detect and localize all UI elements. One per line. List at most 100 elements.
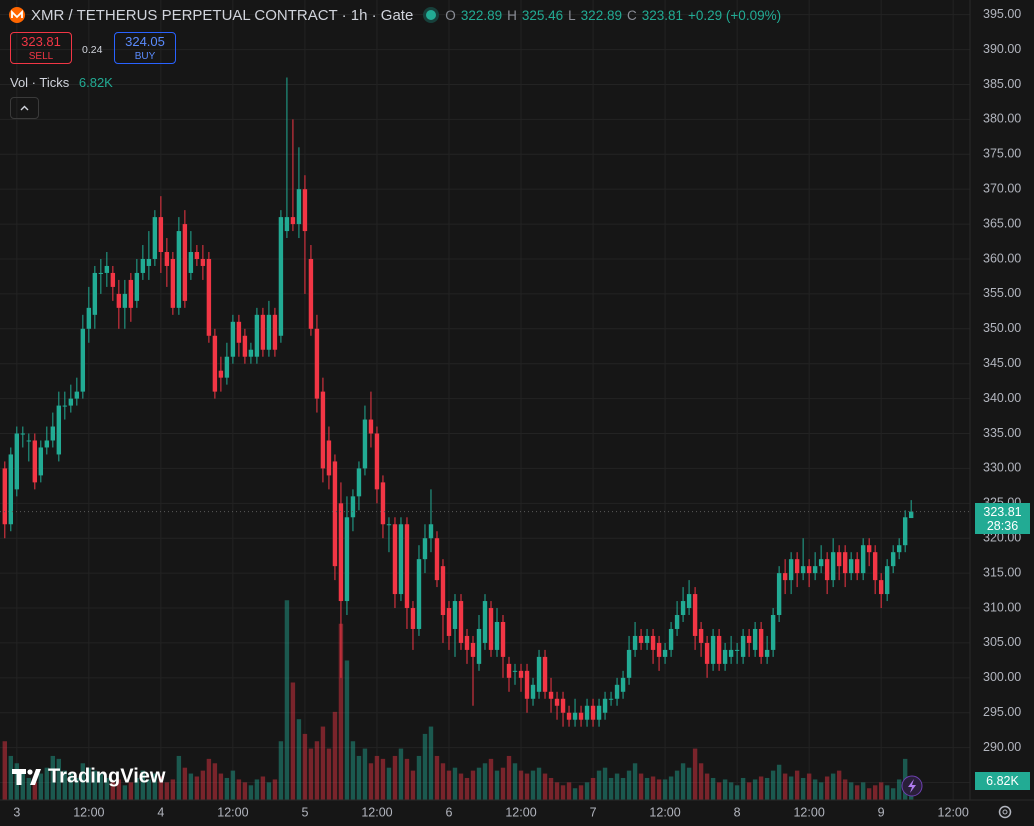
candle-body <box>536 656 542 692</box>
candle-body <box>680 601 686 616</box>
ohlc-value: 322.89 <box>580 7 622 23</box>
volume-bar <box>200 770 206 800</box>
y-tick-label: 330.00 <box>983 461 1021 475</box>
candle-body <box>908 511 914 519</box>
volume-bar <box>242 782 248 800</box>
volume-bar <box>860 782 866 800</box>
candle-body <box>632 635 638 650</box>
candle-body <box>770 615 776 650</box>
volume-bar <box>698 763 704 800</box>
volume-bar <box>716 782 722 800</box>
volume-bar <box>578 785 584 800</box>
settings-icon[interactable] <box>998 805 1012 819</box>
volume-bar <box>152 773 158 800</box>
volume-tag: 6.82K <box>975 771 1030 790</box>
candle-body <box>170 258 176 308</box>
candle-body <box>488 608 494 650</box>
volume-bar <box>254 779 260 800</box>
x-tick-label: 4 <box>157 805 164 819</box>
candle-body <box>302 189 308 232</box>
volume-bar <box>458 773 464 800</box>
sell-button[interactable]: 323.81 SELL <box>10 32 72 64</box>
volume-bar <box>560 785 566 800</box>
volume-bar <box>506 755 512 800</box>
candle-body <box>134 272 140 301</box>
candle-body <box>812 566 818 574</box>
candle-body <box>506 663 512 678</box>
candle-body <box>902 517 908 546</box>
x-tick-label: 12:00 <box>217 805 248 819</box>
x-tick-label: 12:00 <box>938 805 969 819</box>
candle-body <box>842 552 848 574</box>
volume-bar <box>656 779 662 800</box>
candle-body <box>782 573 788 581</box>
candle-body <box>380 482 386 525</box>
volume-bar <box>98 773 104 800</box>
volume-bar <box>686 767 692 800</box>
volume-bar <box>710 777 716 800</box>
candle-body <box>236 321 242 343</box>
candle-body <box>14 433 20 490</box>
candle-body <box>554 698 560 706</box>
volume-bar <box>86 767 92 800</box>
x-tick-label: 12:00 <box>361 805 392 819</box>
candle-body <box>512 670 518 672</box>
y-tick-label: 350.00 <box>983 321 1021 335</box>
candle-body <box>884 566 890 595</box>
candle-body <box>692 594 698 636</box>
candle-body <box>560 698 566 713</box>
volume-bar <box>278 741 284 800</box>
status-dot <box>426 10 437 20</box>
y-tick-label: 380.00 <box>983 112 1021 126</box>
volume-bar <box>182 767 188 800</box>
y-tick-label: 370.00 <box>983 181 1021 195</box>
candle-body <box>44 440 50 448</box>
volume-bar <box>896 779 902 800</box>
candle-body <box>626 649 632 678</box>
volume-bar <box>386 767 392 800</box>
candle-body <box>644 635 650 643</box>
candle-body <box>158 217 164 253</box>
volume-bar <box>272 779 278 800</box>
candle-body <box>206 258 212 336</box>
volume-bar <box>260 776 266 800</box>
candle-body <box>320 391 326 469</box>
volume-bar <box>566 782 572 800</box>
volume-bar <box>680 763 686 800</box>
collapse-button[interactable] <box>10 97 39 119</box>
volume-bar <box>176 755 182 800</box>
buy-label: BUY <box>134 51 156 62</box>
volume-bar <box>368 763 374 800</box>
x-tick-label: 6 <box>446 805 453 819</box>
candle-body <box>572 712 578 720</box>
volume-bar <box>266 782 272 800</box>
volume-bar <box>884 785 890 800</box>
volume-title: Vol · Ticks <box>10 75 70 90</box>
candle-body <box>200 258 206 266</box>
candle-body <box>410 608 416 629</box>
candle-body <box>548 691 554 699</box>
volume-bar <box>464 777 470 800</box>
candle-body <box>674 615 680 629</box>
ohlc-label: H <box>507 7 517 23</box>
y-tick-label: 385.00 <box>983 77 1021 91</box>
volume-bar <box>350 741 356 800</box>
volume-bar <box>536 767 542 800</box>
candle-body <box>728 649 734 657</box>
volume-bar <box>428 726 434 800</box>
coin-icon <box>9 7 25 23</box>
buy-button[interactable]: 324.05 BUY <box>114 32 176 64</box>
volume-bar <box>866 788 872 800</box>
candle-body <box>284 217 290 232</box>
sell-label: SELL <box>28 51 54 62</box>
candle-body <box>482 601 488 643</box>
volume-bar <box>662 779 668 800</box>
volume-bar <box>674 770 680 800</box>
volume-bar <box>224 777 230 800</box>
candle-body <box>20 433 26 435</box>
volume-value: 6.82K <box>78 75 113 90</box>
candle-body <box>476 628 482 664</box>
volume-bar <box>434 755 440 800</box>
candle-body <box>416 559 422 629</box>
volume-bar <box>452 767 458 800</box>
